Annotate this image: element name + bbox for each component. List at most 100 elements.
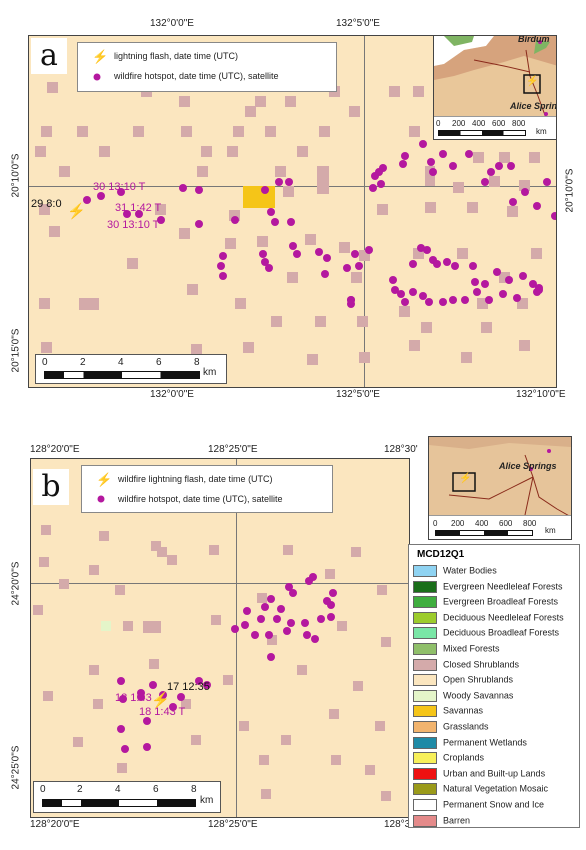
hotspot-marker[interactable] (301, 619, 309, 627)
hotspot-marker[interactable] (461, 296, 469, 304)
map-panel-a[interactable]: a ⚡ lightning flash, date time (UTC) wil… (28, 35, 557, 388)
hotspot-marker[interactable] (485, 296, 493, 304)
hotspot-marker[interactable] (265, 264, 273, 272)
hotspot-marker[interactable] (117, 677, 125, 685)
hotspot-marker[interactable] (303, 631, 311, 639)
hotspot-marker[interactable] (231, 216, 239, 224)
hotspot-marker[interactable] (451, 262, 459, 270)
hotspot-marker[interactable] (519, 272, 527, 280)
hotspot-marker[interactable] (379, 164, 387, 172)
hotspot-marker[interactable] (351, 250, 359, 258)
hotspot-marker[interactable] (487, 168, 495, 176)
hotspot-marker[interactable] (509, 198, 517, 206)
hotspot-marker[interactable] (271, 218, 279, 226)
hotspot-marker[interactable] (137, 693, 145, 701)
hotspot-marker[interactable] (433, 260, 441, 268)
hotspot-marker[interactable] (169, 703, 177, 711)
hotspot-marker[interactable] (321, 270, 329, 278)
hotspot-marker[interactable] (121, 745, 129, 753)
hotspot-marker[interactable] (261, 258, 269, 266)
hotspot-marker[interactable] (289, 589, 297, 597)
hotspot-marker[interactable] (535, 286, 543, 294)
hotspot-marker[interactable] (551, 212, 556, 220)
hotspot-marker[interactable] (465, 150, 473, 158)
hotspot-marker[interactable] (267, 595, 275, 603)
hotspot-marker[interactable] (257, 615, 265, 623)
hotspot-marker[interactable] (493, 268, 501, 276)
hotspot-marker[interactable] (195, 186, 203, 194)
hotspot-marker[interactable] (507, 162, 515, 170)
hotspot-marker[interactable] (481, 178, 489, 186)
hotspot-marker[interactable] (283, 627, 291, 635)
hotspot-marker[interactable] (323, 597, 331, 605)
hotspot-marker[interactable] (375, 168, 383, 176)
hotspot-marker[interactable] (439, 150, 447, 158)
hotspot-marker[interactable] (391, 286, 399, 294)
hotspot-marker[interactable] (309, 573, 317, 581)
hotspot-marker[interactable] (143, 743, 151, 751)
hotspot-marker[interactable] (469, 262, 477, 270)
hotspot-marker[interactable] (425, 298, 433, 306)
hotspot-marker[interactable] (289, 242, 297, 250)
hotspot-marker[interactable] (217, 262, 225, 270)
hotspot-marker[interactable] (543, 178, 551, 186)
hotspot-marker[interactable] (317, 615, 325, 623)
hotspot-marker[interactable] (267, 208, 275, 216)
hotspot-marker[interactable] (409, 260, 417, 268)
hotspot-marker[interactable] (219, 272, 227, 280)
hotspot-marker[interactable] (389, 276, 397, 284)
hotspot-marker[interactable] (329, 589, 337, 597)
hotspot-marker[interactable] (123, 210, 131, 218)
hotspot-marker[interactable] (533, 202, 541, 210)
hotspot-marker[interactable] (323, 254, 331, 262)
hotspot-marker[interactable] (499, 290, 507, 298)
hotspot-marker[interactable] (347, 300, 355, 308)
hotspot-marker[interactable] (427, 158, 435, 166)
hotspot-marker[interactable] (315, 248, 323, 256)
hotspot-marker[interactable] (261, 603, 269, 611)
hotspot-marker[interactable] (399, 160, 407, 168)
hotspot-marker[interactable] (401, 298, 409, 306)
hotspot-marker[interactable] (419, 140, 427, 148)
hotspot-marker[interactable] (177, 693, 185, 701)
hotspot-marker[interactable] (417, 244, 425, 252)
hotspot-marker[interactable] (159, 691, 167, 699)
hotspot-marker[interactable] (355, 262, 363, 270)
hotspot-marker[interactable] (195, 220, 203, 228)
hotspot-marker[interactable] (97, 192, 105, 200)
hotspot-marker[interactable] (423, 246, 431, 254)
hotspot-marker[interactable] (285, 178, 293, 186)
hotspot-marker[interactable] (277, 605, 285, 613)
hotspot-marker[interactable] (449, 162, 457, 170)
hotspot-marker[interactable] (401, 152, 409, 160)
hotspot-marker[interactable] (285, 583, 293, 591)
b-lightning-marker-icon[interactable]: ⚡ (151, 692, 170, 709)
hotspot-marker[interactable] (419, 292, 427, 300)
hotspot-marker[interactable] (119, 695, 127, 703)
hotspot-marker[interactable] (311, 635, 319, 643)
a-lightning-marker-icon[interactable]: ⚡ (67, 203, 86, 220)
hotspot-marker[interactable] (195, 677, 203, 685)
hotspot-marker[interactable] (243, 607, 251, 615)
hotspot-marker[interactable] (149, 681, 157, 689)
hotspot-marker[interactable] (157, 216, 165, 224)
hotspot-marker[interactable] (429, 256, 437, 264)
hotspot-marker[interactable] (529, 280, 537, 288)
hotspot-marker[interactable] (371, 172, 379, 180)
hotspot-marker[interactable] (287, 218, 295, 226)
hotspot-marker[interactable] (443, 258, 451, 266)
hotspot-marker[interactable] (117, 725, 125, 733)
hotspot-marker[interactable] (409, 288, 417, 296)
hotspot-marker[interactable] (203, 681, 211, 689)
hotspot-marker[interactable] (117, 188, 125, 196)
hotspot-marker[interactable] (219, 252, 227, 260)
hotspot-marker[interactable] (259, 250, 267, 258)
hotspot-marker[interactable] (347, 296, 355, 304)
hotspot-marker[interactable] (261, 186, 269, 194)
hotspot-marker[interactable] (369, 184, 377, 192)
hotspot-marker[interactable] (179, 184, 187, 192)
hotspot-marker[interactable] (513, 294, 521, 302)
hotspot-marker[interactable] (275, 178, 283, 186)
hotspot-marker[interactable] (471, 278, 479, 286)
hotspot-marker[interactable] (449, 296, 457, 304)
